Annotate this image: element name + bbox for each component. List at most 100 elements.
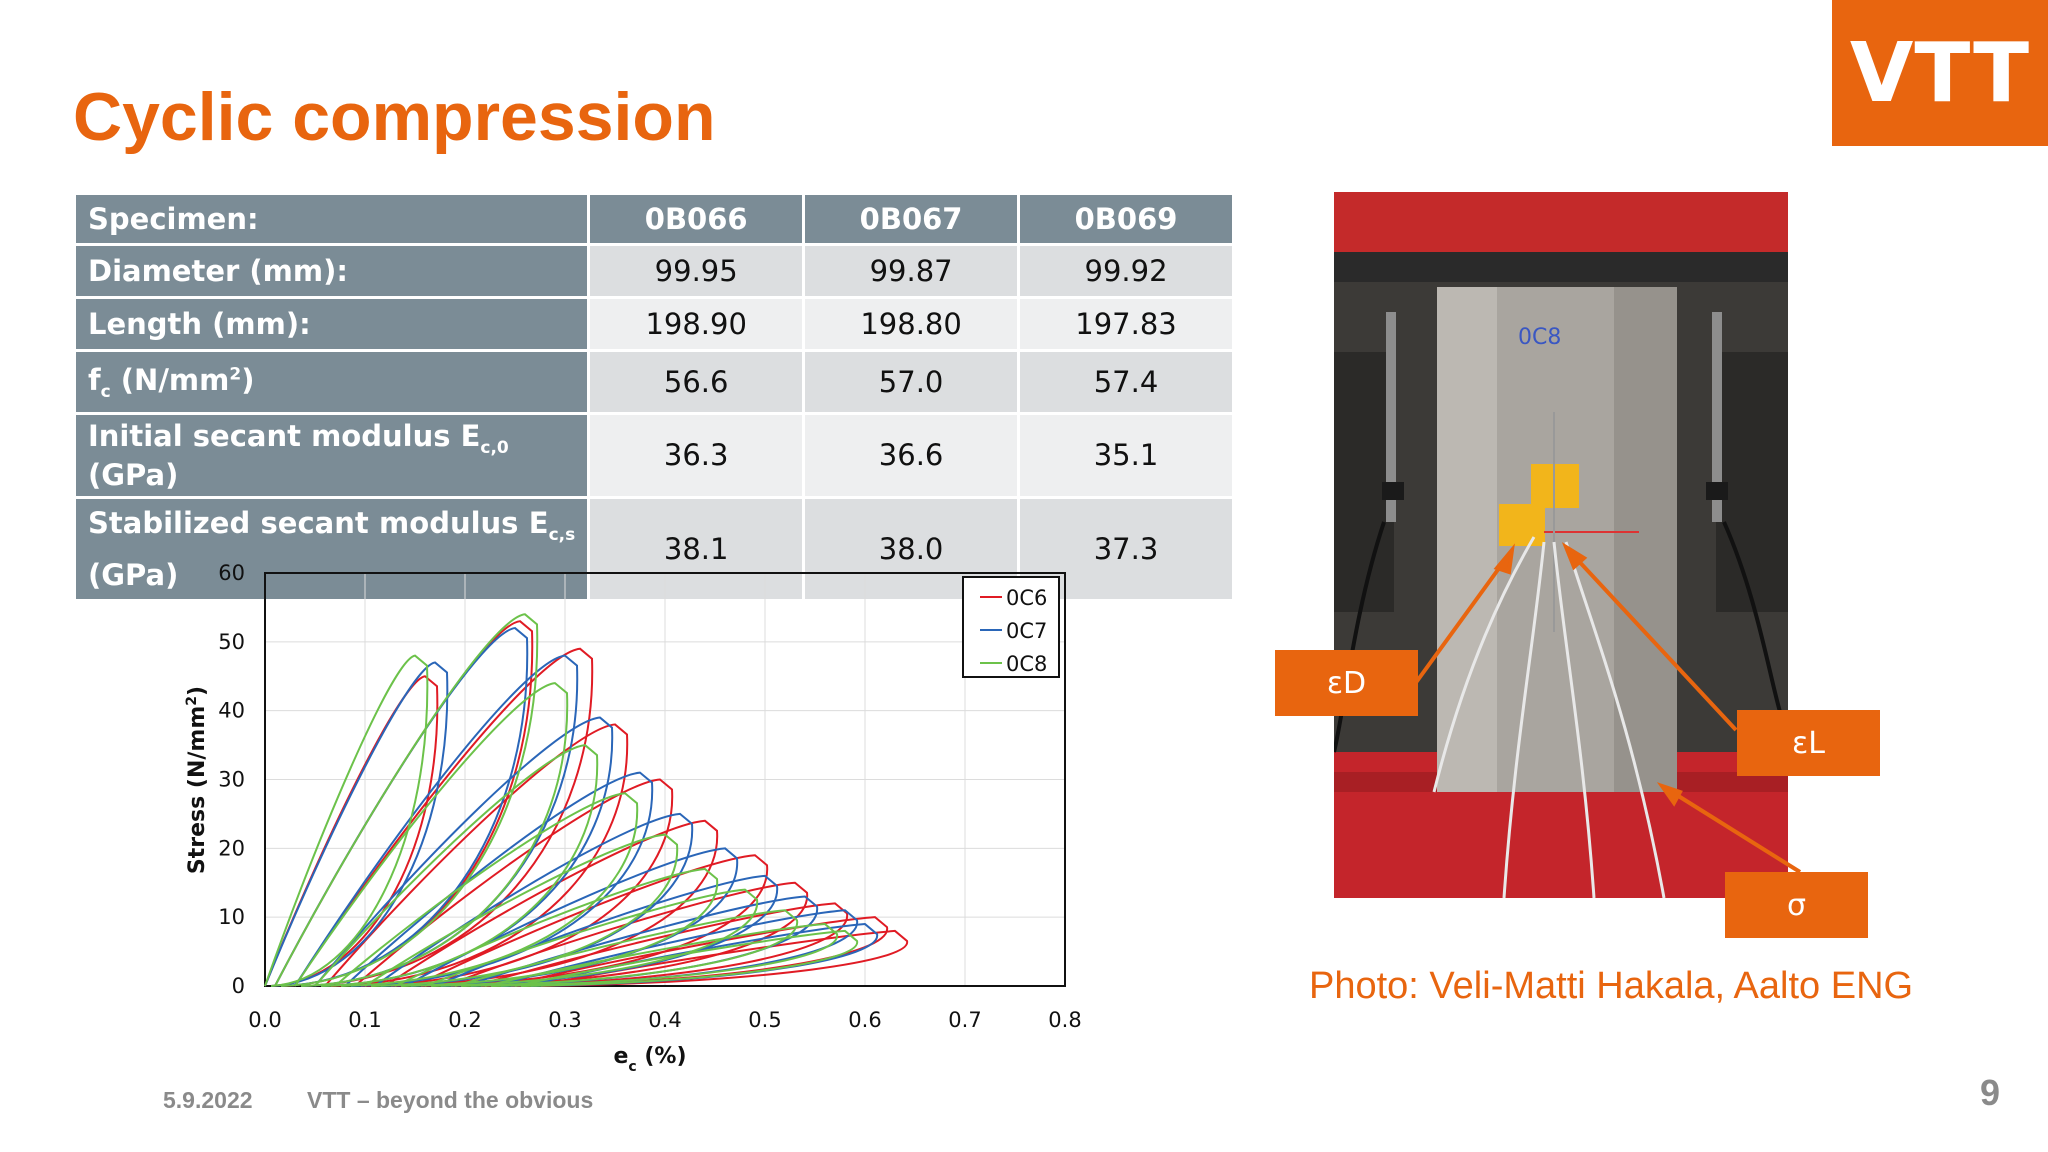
row-label-main: f	[88, 362, 101, 397]
table-header-specimen: 0B066	[590, 195, 803, 243]
stress-strain-chart: 0.0 0.1 0.2 0.3 0.4 0.5 0.6 0.7 0.8 0 10 20 30 40 50 60…	[184, 561, 1082, 1075]
chart-grid	[264, 572, 1066, 987]
series-cycle-line	[454, 909, 799, 987]
specimen-mark: 0C8	[1518, 325, 1561, 350]
x-tick-label: 0.4	[648, 1008, 681, 1032]
row-label: Diameter (mm):	[76, 246, 588, 296]
series-cycle-line	[394, 867, 719, 987]
x-tick-label: 0.3	[548, 1008, 581, 1032]
callout-eps-l: εL	[1737, 710, 1880, 776]
y-tick-label: 20	[218, 836, 245, 860]
y-axis-label: Stress (N/mm2)	[184, 686, 210, 874]
chart-ticks: 0.0 0.1 0.2 0.3 0.4 0.5 0.6 0.7 0.8 0 10 20 30 40 50 60	[218, 561, 1081, 1032]
series-cycle-line	[384, 819, 719, 987]
legend-entry: 0C7	[1006, 619, 1047, 643]
legend-entries: 0C6 0C7 0C8	[980, 586, 1047, 676]
table-cell: 197.83	[1020, 299, 1232, 349]
table-cell: 99.95	[590, 246, 803, 296]
table-cell: 198.90	[590, 299, 803, 349]
series-cycle-line	[294, 682, 569, 987]
row-label-e: E	[528, 505, 549, 540]
series-cycle-line	[324, 723, 629, 987]
x-axis-label: ec (%)	[613, 1044, 686, 1075]
y-tick-label: 50	[218, 630, 245, 654]
series-cycle-line	[274, 613, 539, 987]
series-cycle-line	[274, 620, 534, 987]
y-tick-label: 30	[218, 768, 245, 792]
row-label-justified: Stabilized secant modulus Ec,s	[88, 503, 575, 555]
table-cell: 36.6	[805, 415, 1018, 496]
table-cell: 38.1	[590, 498, 803, 599]
legend-entry: 0C6	[1006, 586, 1047, 610]
x-tick-label: 0.7	[948, 1008, 981, 1032]
photo-credit: Photo: Veli-Matti Hakala, Aalto ENG	[1309, 965, 1914, 1007]
row-label-sub: c	[100, 381, 111, 402]
legend-box	[962, 576, 1060, 678]
row-label-end: (GPa)	[88, 457, 179, 492]
x-axis-label-sub: c	[628, 1059, 636, 1075]
row-label-main: Initial secant modulus E	[88, 419, 481, 453]
y-axis-label-main: Stress (N/mm	[185, 706, 210, 874]
table-header-specimen: 0B067	[805, 195, 1018, 243]
table-header-specimen: 0B069	[1020, 195, 1232, 243]
y-tick-label: 60	[218, 561, 245, 585]
x-tick-label: 0.0	[248, 1008, 281, 1032]
table-row: Stabilized secant modulus Ec,s (GPa) 38.…	[76, 498, 1232, 599]
row-label-word: Ec,s	[529, 503, 575, 555]
table-cell: 35.1	[1020, 415, 1232, 496]
y-axis-label-sup: 2	[184, 696, 200, 706]
row-label-rest: (N/mm	[110, 362, 230, 397]
row-label-word: modulus	[379, 505, 519, 540]
table-header-row: Specimen: 0B066 0B067 0B069	[76, 195, 1232, 243]
series-cycle-line	[444, 881, 809, 987]
row-label-sub: c,0	[480, 437, 509, 458]
slide-title: Cyclic compression	[73, 79, 716, 155]
series-cycle-line	[424, 888, 759, 987]
series-cycle-line	[264, 654, 429, 987]
footer-date: 5.9.2022	[163, 1087, 253, 1113]
y-axis-label-end: )	[185, 686, 210, 696]
table-cell: 99.87	[805, 246, 1018, 296]
table-cell: 57.4	[1020, 352, 1232, 412]
x-axis-label-end: (%)	[637, 1044, 687, 1069]
specimen-photo: 0C8	[1334, 192, 1788, 898]
x-tick-label: 0.5	[748, 1008, 781, 1032]
vtt-logo: VTT	[1832, 0, 2048, 146]
series-0c7	[264, 627, 879, 987]
table-row: Initial secant modulus Ec,0 (GPa) 36.3 3…	[76, 415, 1232, 496]
row-label-end: (GPa)	[88, 557, 179, 592]
table-row: Diameter (mm): 99.95 99.87 99.92	[76, 246, 1232, 296]
series-cycle-line	[474, 902, 849, 987]
chart-legend: 0C6 0C7 0C8	[962, 576, 1060, 678]
chart-series-group	[264, 613, 909, 987]
y-tick-label: 40	[218, 699, 245, 723]
series-0c8	[264, 613, 859, 987]
table-cell: 198.80	[805, 299, 1018, 349]
series-cycle-line	[294, 647, 594, 987]
x-tick-label: 0.6	[848, 1008, 881, 1032]
series-cycle-line	[484, 923, 839, 987]
row-label: Stabilized secant modulus Ec,s (GPa)	[76, 498, 588, 599]
x-tick-label: 0.1	[348, 1008, 381, 1032]
callout-sigma: σ	[1725, 872, 1868, 938]
series-cycle-line	[264, 661, 449, 987]
row-label: Length (mm):	[76, 299, 588, 349]
row-label: fc (N/mm2)	[76, 352, 588, 412]
table-cell: 36.3	[590, 415, 803, 496]
table-row: fc (N/mm2) 56.6 57.0 57.4	[76, 352, 1232, 412]
x-tick-label: 0.2	[448, 1008, 481, 1032]
table-header-label: Specimen:	[76, 195, 588, 243]
row-label-sup: 2	[229, 363, 242, 384]
table-cell: 56.6	[590, 352, 803, 412]
row-label-sub: c,s	[548, 524, 576, 545]
table-row: Length (mm): 198.90 198.80 197.83	[76, 299, 1232, 349]
page-number: 9	[1980, 1072, 2001, 1113]
legend-entry: 0C8	[1006, 652, 1047, 676]
row-label-word: Stabilized	[88, 505, 251, 540]
y-tick-label: 10	[218, 905, 245, 929]
specimen-table: Specimen: 0B066 0B067 0B069 Diameter (mm…	[73, 192, 1235, 602]
plot-area-frame	[264, 572, 1066, 987]
series-cycle-line	[534, 929, 909, 987]
table-cell: 99.92	[1020, 246, 1232, 296]
x-axis-label-main: e	[613, 1044, 628, 1069]
